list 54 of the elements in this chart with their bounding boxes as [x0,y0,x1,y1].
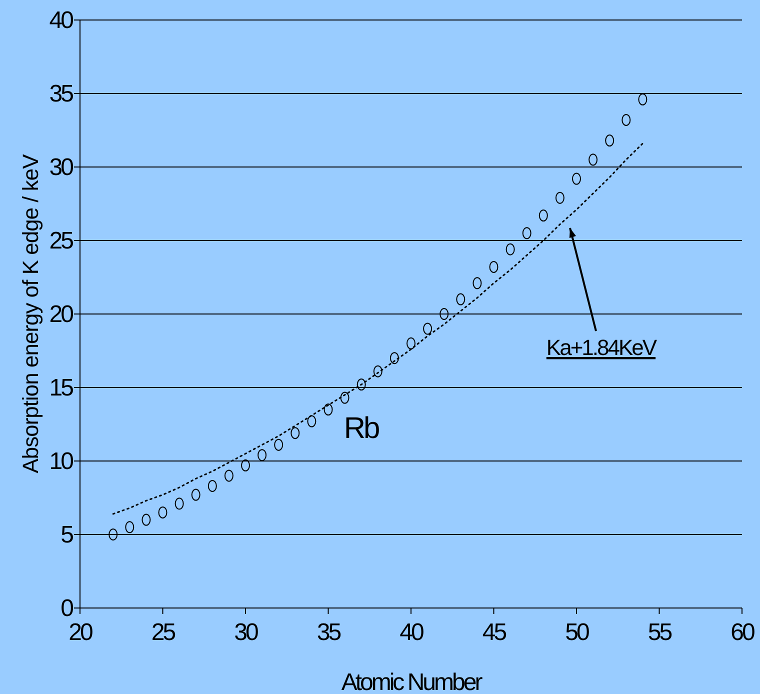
annotation: Ka+1.84KeV [546,335,658,360]
point [174,498,184,510]
point [108,528,118,540]
point [142,514,151,526]
point [489,260,498,273]
point [555,192,564,204]
y-tick-label: 40 [49,7,74,34]
point [638,93,648,106]
point [125,521,134,534]
point [406,337,416,350]
y-axis-title: Absorption energy of K edge / keV [18,154,43,474]
point [472,277,482,290]
x-tick-label: 60 [730,619,755,646]
point [191,488,200,501]
point [456,293,466,306]
point [258,449,267,462]
point [241,459,250,472]
y-tick-label: 20 [49,301,74,328]
x-tick-label: 55 [648,619,672,646]
y-tick-label: 25 [49,228,74,254]
y-tick-label: 0 [60,595,74,622]
x-tick-label: 30 [234,619,258,646]
x-tick-label: 50 [565,619,590,646]
point [274,438,284,451]
x-axis-title: Atomic Number [341,669,483,694]
point [324,404,333,416]
point [224,470,234,482]
point [605,134,614,147]
x-tick-label: 40 [400,619,424,646]
point [423,322,432,335]
point [307,415,316,428]
x-tick-label: 25 [151,619,176,646]
point [356,378,366,391]
annotation: Rb [344,412,380,445]
x-tick-label: 35 [316,619,342,646]
point [340,392,350,404]
point [373,365,382,378]
point [588,154,598,166]
y-tick-label: 35 [49,80,74,108]
y-tick-label: 5 [60,522,74,548]
point [158,506,168,518]
point [622,114,631,126]
point [208,480,217,492]
point [572,172,581,185]
point [440,308,449,320]
y-tick-label: 30 [49,154,74,181]
y-tick-label: 10 [49,448,74,475]
point [522,227,532,240]
point [538,210,548,222]
y-tick-label: 15 [49,374,74,402]
point [290,427,300,440]
x-tick-label: 45 [482,619,507,646]
point [390,352,399,364]
point [506,243,515,256]
